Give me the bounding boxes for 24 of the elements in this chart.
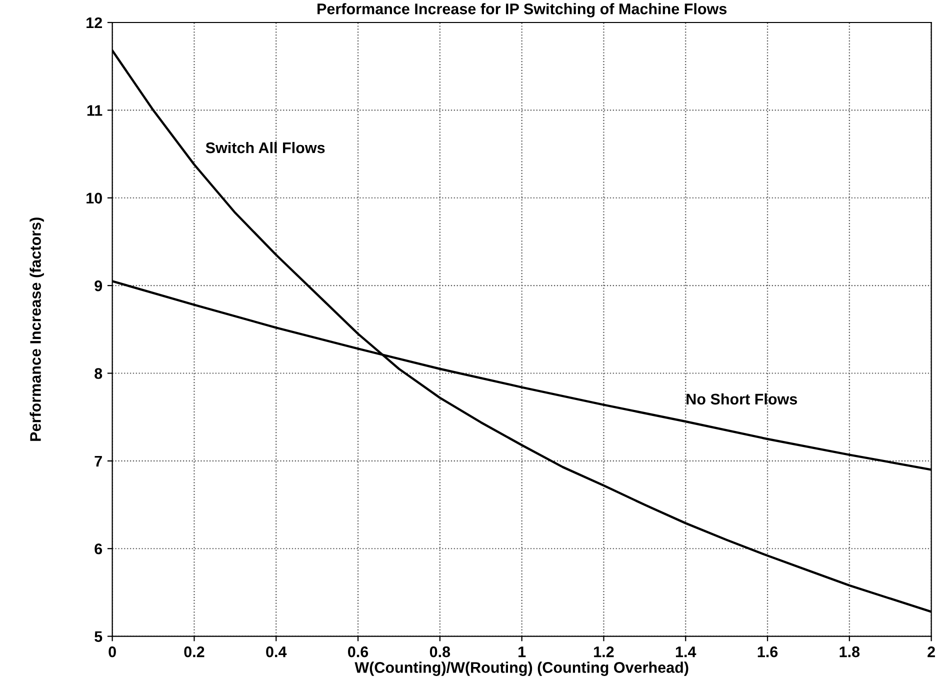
series-label: No Short Flows (686, 393, 798, 405)
y-tick-label: 10 (86, 192, 102, 204)
chart-title: Performance Increase for IP Switching of Machine Flows (318, 3, 727, 18)
y-tick-label: 6 (94, 543, 102, 554)
x-tick-label: 2 (928, 646, 935, 658)
x-tick-label: 1 (518, 646, 526, 658)
series-label: Switch All Flows (206, 142, 325, 154)
x-tick-label: 0.2 (184, 646, 204, 658)
x-tick-label: 0.8 (430, 646, 450, 658)
y-tick-label: 8 (94, 368, 102, 379)
x-tick-label: 1.8 (840, 646, 860, 658)
x-tick-label: 1.2 (594, 646, 614, 658)
x-tick-label: 1.4 (676, 646, 696, 658)
y-axis-title: Performance Increase (factors) (30, 218, 44, 441)
x-tick-label: 1.6 (758, 646, 778, 658)
y-tick-label: 9 (94, 280, 102, 292)
x-tick-label: 0.4 (266, 646, 287, 658)
y-tick-label: 11 (87, 105, 102, 116)
x-axis-title: W(Counting)/W(Routing) (Counting Overhead) (354, 662, 688, 676)
x-tick-label: 0 (108, 646, 116, 658)
y-tick-label: 7 (94, 456, 102, 466)
x-tick-label: 0.6 (348, 646, 368, 658)
y-tick-label: 12 (86, 17, 102, 28)
y-tick-label: 5 (94, 631, 102, 642)
